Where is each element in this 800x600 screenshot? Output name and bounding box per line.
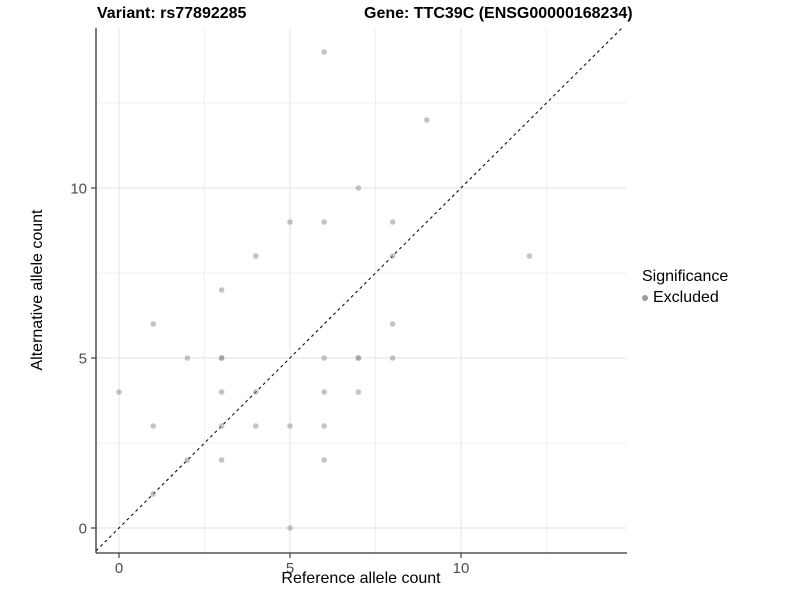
data-point <box>287 423 293 429</box>
identity-line <box>95 27 623 552</box>
y-tick-label: 0 <box>79 521 87 538</box>
data-point <box>321 389 328 395</box>
data-point <box>355 355 362 361</box>
data-point <box>389 253 396 259</box>
data-point <box>150 321 156 327</box>
data-point <box>389 355 396 361</box>
data-point <box>150 423 156 429</box>
x-tick-label: 5 <box>286 560 294 577</box>
data-point <box>184 355 191 361</box>
data-point <box>321 457 328 463</box>
y-tick-label: 5 <box>79 351 87 368</box>
legend-point-icon <box>642 295 648 301</box>
data-point <box>218 389 225 395</box>
data-point <box>253 389 259 395</box>
data-point <box>287 525 293 531</box>
x-axis-title: Reference allele count <box>281 570 441 587</box>
legend-item-label: Excluded <box>653 289 719 306</box>
data-point <box>218 423 225 429</box>
plot-title-variant: Variant: rs77892285 <box>97 5 247 22</box>
data-point <box>355 389 362 395</box>
data-point <box>355 185 362 191</box>
y-tick-label: 10 <box>70 181 87 198</box>
data-point <box>116 389 122 395</box>
data-point <box>287 219 293 225</box>
legend-item-excluded: Excluded <box>642 289 728 307</box>
x-tick-label: 0 <box>115 560 123 577</box>
legend-title: Significance <box>642 268 729 285</box>
data-point <box>321 423 328 429</box>
data-point <box>321 219 328 225</box>
data-point <box>321 49 328 55</box>
y-axis-title: Alternative allele count <box>29 209 46 371</box>
data-point <box>218 287 225 293</box>
data-point <box>526 253 533 259</box>
data-point <box>218 457 225 463</box>
x-tick-label: 10 <box>453 560 470 577</box>
data-point <box>321 355 328 361</box>
data-point <box>253 253 259 259</box>
data-point <box>389 321 396 327</box>
legend: Significance Excluded <box>642 268 728 307</box>
data-point <box>389 219 396 225</box>
data-point <box>253 423 259 429</box>
data-point <box>184 457 191 463</box>
data-point <box>150 491 156 497</box>
plot-title-gene: Gene: TTC39C (ENSG00000168234) <box>364 5 633 22</box>
data-point <box>218 355 225 361</box>
data-point <box>424 117 430 123</box>
